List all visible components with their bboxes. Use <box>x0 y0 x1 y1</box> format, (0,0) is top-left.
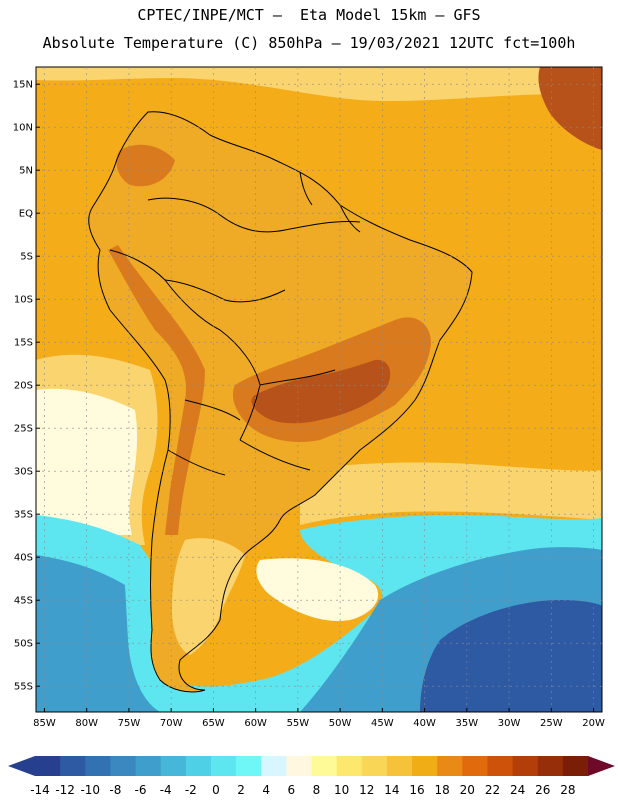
ne-atlantic-hot-patch <box>538 67 602 150</box>
colorbar-swatch <box>311 756 338 776</box>
colorbar-swatch <box>336 756 363 776</box>
southern-coldest-region <box>420 600 602 712</box>
colorbar-label: 20 <box>460 783 475 797</box>
colorbar-swatches <box>35 756 589 776</box>
colorbar-label: -12 <box>55 783 75 797</box>
colorbar-label: 22 <box>485 783 500 797</box>
colorbar-swatch <box>210 756 237 776</box>
lon-label: 50W <box>329 718 352 729</box>
latitude-labels: 15N 10N 5N EQ 5S 10S 15S 20S 25S 30S 35S 40S 45S 50S 5… <box>13 80 33 693</box>
map-field <box>36 67 602 712</box>
colorbar-high-arrow <box>588 756 615 776</box>
colorbar-swatch <box>110 756 137 776</box>
colorbar-swatch <box>35 756 61 776</box>
colorbar-swatch <box>236 756 262 776</box>
lat-label: 35S <box>14 510 33 521</box>
colorbar-swatch <box>60 756 86 776</box>
colorbar-label: -2 <box>185 783 197 797</box>
lon-label: 55W <box>287 718 310 729</box>
longitude-labels: 85W 80W 75W 70W 65W 60W 55W 50W 45W 40W 35W 30W 25W 2… <box>33 718 605 729</box>
lon-label: 70W <box>160 718 183 729</box>
lat-label: 25S <box>14 424 33 435</box>
patagonia-pale-tongue <box>256 558 379 621</box>
lon-label: 75W <box>118 718 141 729</box>
colorbar-label: 26 <box>535 783 550 797</box>
colorbar-swatch <box>135 756 162 776</box>
colorbar-swatch <box>537 756 564 776</box>
colorbar-low-arrow <box>8 756 35 776</box>
colorbar-swatch <box>437 756 463 776</box>
colorbar-swatch <box>361 756 388 776</box>
lat-label: 40S <box>14 553 33 564</box>
colorbar-swatch <box>487 756 514 776</box>
colorbar-label: 10 <box>334 783 349 797</box>
lat-label: 15S <box>14 338 33 349</box>
colorbar-label: 0 <box>212 783 220 797</box>
lon-label: 80W <box>75 718 98 729</box>
colorbar-label: -10 <box>80 783 100 797</box>
lat-label: 10S <box>14 295 33 306</box>
lon-label: 35W <box>456 718 479 729</box>
colorbar-label: 16 <box>409 783 424 797</box>
colorbar-swatch <box>386 756 413 776</box>
lon-label: 25W <box>540 718 563 729</box>
lat-label: 10N <box>13 123 33 134</box>
map-title-line1: CPTEC/INPE/MCT – Eta Model 15km – GFS <box>137 6 481 24</box>
colorbar-swatch <box>562 756 589 776</box>
map-frame <box>35 66 603 713</box>
lat-label: 15N <box>13 80 33 91</box>
colorbar-swatch <box>512 756 539 776</box>
colorbar-swatch <box>85 756 111 776</box>
lat-label: 45S <box>14 596 33 607</box>
lon-label: 60W <box>244 718 267 729</box>
colorbar-label: 28 <box>560 783 575 797</box>
andes-hot-ridge <box>108 245 205 535</box>
colorbar-label: 24 <box>510 783 525 797</box>
colorbar-swatch <box>185 756 212 776</box>
venezuela-hot-patch <box>116 144 175 187</box>
colorbar-label: -8 <box>109 783 121 797</box>
colorbar-labels: -14 -12 -10 -8 -6 -4 -2 0 2 4 6 8 10 12 14 16 18 20 22 24 26… <box>30 783 575 797</box>
map-title-line2: Absolute Temperature (C) 850hPa – 19/03/… <box>42 34 576 52</box>
colorbar-label: 14 <box>384 783 399 797</box>
brazil-interior-hotter-core <box>251 359 391 424</box>
colorbar-label: -4 <box>160 783 172 797</box>
lat-lon-grid <box>36 67 602 712</box>
colorbar-swatch <box>412 756 438 776</box>
colorbar-label: -6 <box>135 783 147 797</box>
lon-label: 20W <box>582 718 605 729</box>
lat-label: 5N <box>19 166 33 177</box>
colorbar-label: 4 <box>262 783 270 797</box>
colorbar-swatch <box>286 756 312 776</box>
lat-label: 5S <box>20 252 33 263</box>
colorbar-label: 6 <box>288 783 296 797</box>
colorbar-label: 8 <box>313 783 321 797</box>
lon-label: 30W <box>498 718 521 729</box>
pacific-cool-zone <box>36 388 138 535</box>
lat-label: 55S <box>14 682 33 693</box>
colorbar-swatch <box>261 756 287 776</box>
lat-label: 20S <box>14 381 33 392</box>
colorbar-label: -14 <box>30 783 50 797</box>
colorbar-swatch <box>462 756 488 776</box>
lat-label: EQ <box>19 209 33 220</box>
lon-label: 85W <box>33 718 56 729</box>
colorbar-label: 12 <box>359 783 374 797</box>
colorbar-label: 18 <box>435 783 450 797</box>
colorbar-swatch <box>160 756 187 776</box>
temperature-colorbar: -14 -12 -10 -8 -6 -4 -2 0 2 4 6 8 10 12 14 16 18 20 22 24 26… <box>8 756 615 797</box>
argentina-mild-zone <box>172 538 245 655</box>
lon-label: 45W <box>371 718 394 729</box>
lat-label: 30S <box>14 467 33 478</box>
atlantic-mild-band <box>300 462 602 525</box>
country-borders <box>88 111 473 693</box>
lon-label: 40W <box>413 718 436 729</box>
lat-label: 50S <box>14 639 33 650</box>
lon-label: 65W <box>202 718 225 729</box>
colorbar-label: 2 <box>237 783 245 797</box>
